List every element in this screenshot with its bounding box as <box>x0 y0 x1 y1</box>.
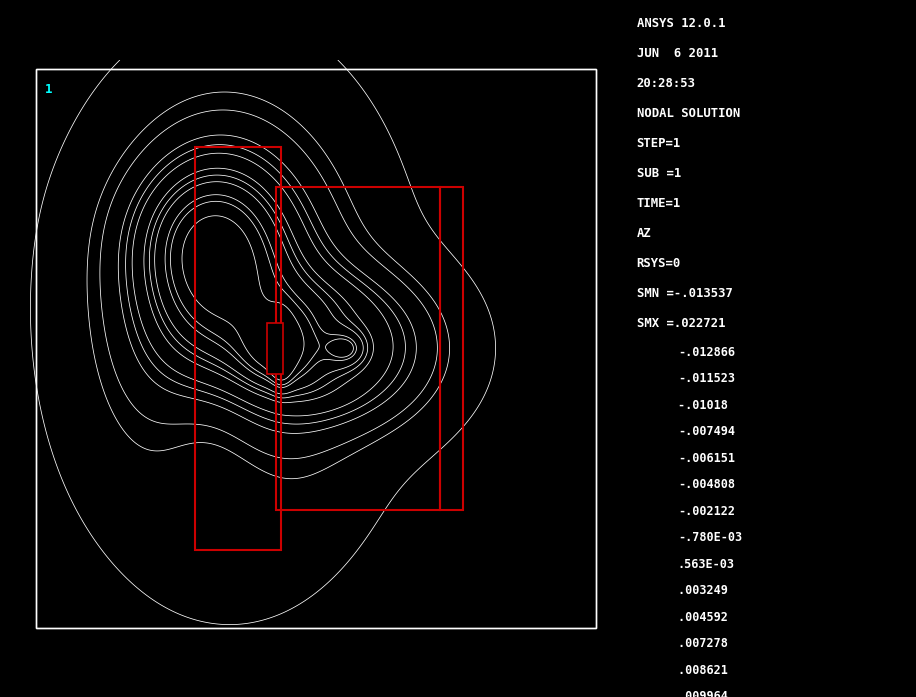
Text: .003249: .003249 <box>678 584 735 597</box>
Text: -.012866: -.012866 <box>678 346 735 359</box>
Text: TIME=1: TIME=1 <box>637 197 681 210</box>
Text: .007278: .007278 <box>678 637 735 650</box>
Text: SMN =-.013537: SMN =-.013537 <box>637 287 733 300</box>
Bar <box>440 187 463 510</box>
Text: NODAL SOLUTION: NODAL SOLUTION <box>637 107 740 121</box>
Text: .004592: .004592 <box>678 611 735 624</box>
Text: 1: 1 <box>45 83 52 96</box>
Text: SMX =.022721: SMX =.022721 <box>637 317 725 330</box>
Text: -.780E-03: -.780E-03 <box>678 531 742 544</box>
Text: -.011523: -.011523 <box>678 372 735 385</box>
Text: .563E-03: .563E-03 <box>678 558 735 571</box>
Text: -.006151: -.006151 <box>678 452 735 465</box>
Bar <box>276 187 440 510</box>
Text: STEP=1: STEP=1 <box>637 137 681 151</box>
Text: RSYS=0: RSYS=0 <box>637 257 681 270</box>
Bar <box>267 323 283 374</box>
Text: -.01018: -.01018 <box>678 399 735 412</box>
Text: .009964: .009964 <box>678 690 735 697</box>
Text: ANSYS 12.0.1: ANSYS 12.0.1 <box>637 17 725 31</box>
Text: .008621: .008621 <box>678 664 735 677</box>
Text: -.004808: -.004808 <box>678 478 735 491</box>
Text: -.007494: -.007494 <box>678 425 735 438</box>
Text: SUB =1: SUB =1 <box>637 167 681 181</box>
Text: JUN  6 2011: JUN 6 2011 <box>637 47 718 61</box>
Bar <box>195 146 281 551</box>
Text: 20:28:53: 20:28:53 <box>637 77 695 91</box>
Text: -.002122: -.002122 <box>678 505 735 518</box>
Text: AZ: AZ <box>637 227 651 240</box>
